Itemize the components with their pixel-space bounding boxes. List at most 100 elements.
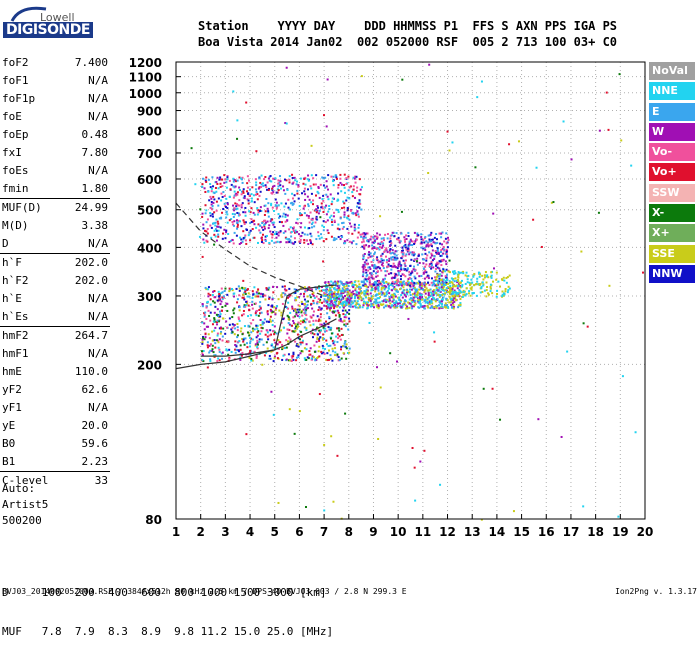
data-point — [283, 288, 286, 291]
data-point — [367, 296, 370, 299]
data-point — [220, 330, 223, 333]
data-point — [243, 343, 246, 346]
data-point — [370, 260, 373, 263]
data-point — [252, 330, 255, 333]
data-point — [376, 259, 379, 262]
param-value: N/A — [88, 310, 108, 323]
param-row: h`F2 202.0 — [0, 272, 166, 290]
data-point — [320, 202, 323, 205]
data-point — [299, 241, 302, 244]
data-point — [309, 353, 312, 356]
data-point — [296, 222, 299, 225]
data-point — [360, 208, 363, 211]
ionogram-chart: 1 2 3 4 5 6 7 8 9 10 11 12 13 14 15 16 17 18 19 20802003004… — [129, 56, 654, 539]
data-point — [345, 182, 348, 185]
data-point — [381, 252, 384, 255]
param-label: foF2 — [2, 56, 29, 69]
data-point — [325, 125, 328, 128]
data-point — [305, 329, 308, 332]
data-point — [345, 177, 348, 180]
data-point — [292, 226, 295, 229]
data-point — [335, 208, 338, 211]
data-point — [277, 204, 280, 207]
data-point — [216, 319, 219, 322]
data-point — [420, 287, 423, 290]
data-point — [225, 231, 228, 234]
data-point — [456, 281, 459, 284]
data-point — [381, 246, 384, 249]
data-point — [305, 309, 308, 312]
data-point — [421, 295, 424, 298]
data-point — [258, 229, 261, 232]
data-point — [424, 292, 427, 295]
data-point — [350, 291, 353, 294]
data-point — [357, 202, 360, 205]
data-point — [390, 268, 393, 271]
data-point — [294, 229, 297, 232]
data-point — [428, 265, 431, 268]
data-point — [265, 288, 268, 291]
data-point — [309, 240, 312, 243]
data-point — [333, 299, 336, 302]
data-point — [294, 329, 297, 332]
data-point — [292, 181, 295, 184]
data-point — [218, 178, 221, 181]
data-point — [481, 274, 484, 277]
data-point — [295, 221, 298, 224]
data-point — [376, 232, 379, 235]
data-point — [262, 343, 265, 346]
data-point — [425, 271, 428, 274]
data-point — [373, 235, 376, 238]
data-point — [235, 234, 238, 237]
data-point — [428, 251, 431, 254]
data-point — [424, 269, 427, 272]
data-point — [260, 210, 263, 213]
data-point — [428, 289, 431, 292]
data-point — [325, 320, 328, 323]
data-point — [286, 214, 289, 217]
data-point — [438, 290, 441, 293]
data-point — [400, 284, 403, 287]
data-point — [413, 258, 416, 261]
data-point — [618, 73, 621, 76]
data-point — [272, 413, 275, 416]
data-point — [209, 311, 212, 314]
data-point — [390, 272, 393, 275]
data-point — [441, 243, 444, 246]
data-point — [418, 288, 421, 291]
data-point — [411, 305, 414, 308]
data-point — [351, 191, 354, 194]
data-point — [289, 226, 292, 229]
data-point — [239, 236, 242, 239]
data-point — [339, 173, 342, 176]
data-point — [329, 344, 332, 347]
data-point — [236, 219, 239, 222]
data-point — [321, 198, 324, 201]
data-point — [315, 208, 318, 211]
data-point — [273, 333, 276, 336]
data-point — [335, 237, 338, 240]
data-point — [217, 225, 220, 228]
data-point — [311, 221, 314, 224]
data-point — [226, 175, 229, 178]
data-point — [422, 282, 425, 285]
data-point — [380, 286, 383, 289]
data-point — [338, 319, 341, 322]
data-point — [334, 347, 337, 350]
data-point — [418, 297, 421, 300]
data-point — [465, 293, 468, 296]
data-point — [272, 221, 275, 224]
data-point — [443, 293, 446, 296]
data-point — [286, 241, 289, 244]
data-point — [297, 337, 300, 340]
data-point — [481, 281, 484, 284]
data-point — [314, 359, 317, 362]
data-point — [266, 310, 269, 313]
data-point — [416, 257, 419, 260]
data-point — [240, 238, 243, 241]
data-point — [223, 174, 226, 177]
data-point — [348, 289, 351, 292]
data-point — [363, 252, 366, 255]
data-point — [225, 211, 228, 214]
data-point — [476, 280, 479, 283]
